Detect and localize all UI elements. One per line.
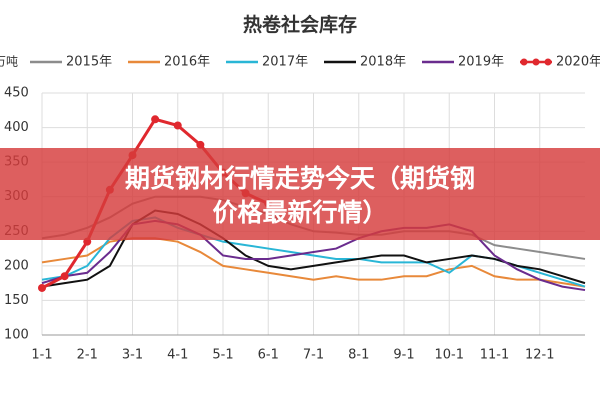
y-axis-label: 万吨 xyxy=(0,55,18,69)
point xyxy=(38,283,46,292)
point xyxy=(196,140,205,149)
y-tick-label: 450 xyxy=(4,86,29,101)
point xyxy=(60,272,69,281)
legend-marker xyxy=(520,58,528,66)
x-tick-label: 10-1 xyxy=(434,348,464,363)
y-tick-label: 150 xyxy=(4,293,29,308)
legend-label: 2016年 xyxy=(164,55,210,70)
legend-label: 2018年 xyxy=(360,55,406,70)
banner-text: 价格最新行情） xyxy=(212,198,387,227)
legend-marker xyxy=(544,58,552,66)
legend-marker xyxy=(532,58,540,66)
x-tick-label: 12-1 xyxy=(525,348,555,363)
x-tick-label: 3-1 xyxy=(122,348,143,363)
x-tick-label: 1-1 xyxy=(31,348,52,363)
y-tick-label: 100 xyxy=(4,328,29,343)
y-tick-label: 400 xyxy=(4,120,29,135)
legend-label: 2015年 xyxy=(66,55,112,70)
point xyxy=(173,121,182,130)
point xyxy=(151,115,160,124)
x-tick-label: 7-1 xyxy=(303,348,324,363)
y-tick-label: 200 xyxy=(4,258,29,273)
x-tick-label: 11-1 xyxy=(480,348,510,363)
x-tick-label: 5-1 xyxy=(212,348,233,363)
banner xyxy=(0,148,600,240)
x-tick-label: 2-1 xyxy=(77,348,98,363)
x-tick-label: 6-1 xyxy=(258,348,279,363)
x-tick-label: 4-1 xyxy=(167,348,188,363)
chart-title: 热卷社会库存 xyxy=(243,13,357,36)
legend-label: 2020年 xyxy=(556,55,600,70)
legend-label: 2017年 xyxy=(262,55,308,70)
x-tick-label: 8-1 xyxy=(348,348,369,363)
x-tick-label: 9-1 xyxy=(393,348,414,363)
banner-text: 期货钢材行情走势今天（期货钢 xyxy=(125,164,475,193)
legend-label: 2019年 xyxy=(458,55,504,70)
